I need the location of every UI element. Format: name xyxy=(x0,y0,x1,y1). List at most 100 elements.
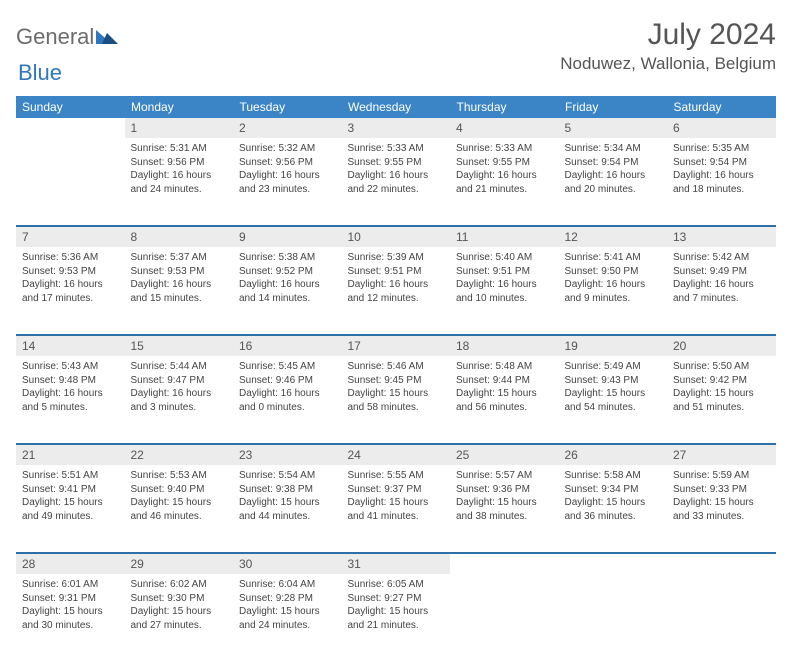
weekday-header: Thursday xyxy=(450,96,559,118)
day-number-cell: 3 xyxy=(342,118,451,138)
sunset-text: Sunset: 9:47 PM xyxy=(131,374,228,388)
sunrise-text: Sunrise: 5:48 AM xyxy=(456,360,553,374)
day-content-cell: Sunrise: 5:37 AMSunset: 9:53 PMDaylight:… xyxy=(125,247,234,335)
day-number-cell xyxy=(450,553,559,574)
day-number-cell xyxy=(667,553,776,574)
sunset-text: Sunset: 9:54 PM xyxy=(565,156,662,170)
day-number-cell: 18 xyxy=(450,335,559,356)
daylight-text: Daylight: 15 hours and 56 minutes. xyxy=(456,387,553,414)
sunset-text: Sunset: 9:41 PM xyxy=(22,483,119,497)
day-number-row: 14151617181920 xyxy=(16,335,776,356)
sunrise-text: Sunrise: 5:38 AM xyxy=(239,251,336,265)
sunrise-text: Sunrise: 5:43 AM xyxy=(22,360,119,374)
sunrise-text: Sunrise: 5:39 AM xyxy=(348,251,445,265)
sunrise-text: Sunrise: 5:33 AM xyxy=(456,142,553,156)
day-number-cell xyxy=(559,553,668,574)
sunrise-text: Sunrise: 5:31 AM xyxy=(131,142,228,156)
daylight-text: Daylight: 16 hours and 18 minutes. xyxy=(673,169,770,196)
day-content-cell: Sunrise: 5:33 AMSunset: 9:55 PMDaylight:… xyxy=(342,138,451,226)
day-content-cell: Sunrise: 5:39 AMSunset: 9:51 PMDaylight:… xyxy=(342,247,451,335)
daylight-text: Daylight: 16 hours and 5 minutes. xyxy=(22,387,119,414)
sunrise-text: Sunrise: 5:32 AM xyxy=(239,142,336,156)
sunset-text: Sunset: 9:31 PM xyxy=(22,592,119,606)
sunrise-text: Sunrise: 5:57 AM xyxy=(456,469,553,483)
sunset-text: Sunset: 9:30 PM xyxy=(131,592,228,606)
sunset-text: Sunset: 9:56 PM xyxy=(239,156,336,170)
sunrise-text: Sunrise: 5:55 AM xyxy=(348,469,445,483)
day-number-cell: 13 xyxy=(667,226,776,247)
day-number-cell: 1 xyxy=(125,118,234,138)
sunset-text: Sunset: 9:54 PM xyxy=(673,156,770,170)
daylight-text: Daylight: 15 hours and 58 minutes. xyxy=(348,387,445,414)
weekday-header: Friday xyxy=(559,96,668,118)
location-subtitle: Noduwez, Wallonia, Belgium xyxy=(560,54,776,74)
sunset-text: Sunset: 9:42 PM xyxy=(673,374,770,388)
day-number-cell: 9 xyxy=(233,226,342,247)
sunset-text: Sunset: 9:44 PM xyxy=(456,374,553,388)
day-number-cell: 12 xyxy=(559,226,668,247)
calendar-table: Sunday Monday Tuesday Wednesday Thursday… xyxy=(16,96,776,662)
sunrise-text: Sunrise: 5:50 AM xyxy=(673,360,770,374)
daylight-text: Daylight: 15 hours and 30 minutes. xyxy=(22,605,119,632)
sunrise-text: Sunrise: 6:05 AM xyxy=(348,578,445,592)
brand-logo: General xyxy=(16,24,120,50)
sunset-text: Sunset: 9:53 PM xyxy=(131,265,228,279)
day-content-cell: Sunrise: 5:41 AMSunset: 9:50 PMDaylight:… xyxy=(559,247,668,335)
daylight-text: Daylight: 15 hours and 33 minutes. xyxy=(673,496,770,523)
day-number-cell: 29 xyxy=(125,553,234,574)
sunset-text: Sunset: 9:53 PM xyxy=(22,265,119,279)
day-content-row: Sunrise: 5:51 AMSunset: 9:41 PMDaylight:… xyxy=(16,465,776,553)
day-number-cell: 31 xyxy=(342,553,451,574)
day-content-cell: Sunrise: 6:02 AMSunset: 9:30 PMDaylight:… xyxy=(125,574,234,662)
day-number-cell: 7 xyxy=(16,226,125,247)
brand-part1: General xyxy=(16,24,94,50)
day-content-cell: Sunrise: 5:46 AMSunset: 9:45 PMDaylight:… xyxy=(342,356,451,444)
day-number-cell: 23 xyxy=(233,444,342,465)
day-content-cell: Sunrise: 5:50 AMSunset: 9:42 PMDaylight:… xyxy=(667,356,776,444)
daylight-text: Daylight: 16 hours and 15 minutes. xyxy=(131,278,228,305)
day-number-row: 28293031 xyxy=(16,553,776,574)
sunset-text: Sunset: 9:51 PM xyxy=(348,265,445,279)
day-content-cell: Sunrise: 5:48 AMSunset: 9:44 PMDaylight:… xyxy=(450,356,559,444)
day-number-cell: 10 xyxy=(342,226,451,247)
sunset-text: Sunset: 9:50 PM xyxy=(565,265,662,279)
day-number-cell: 21 xyxy=(16,444,125,465)
daylight-text: Daylight: 15 hours and 46 minutes. xyxy=(131,496,228,523)
day-number-cell: 8 xyxy=(125,226,234,247)
sunset-text: Sunset: 9:33 PM xyxy=(673,483,770,497)
sunset-text: Sunset: 9:55 PM xyxy=(456,156,553,170)
day-number-cell: 11 xyxy=(450,226,559,247)
daylight-text: Daylight: 16 hours and 3 minutes. xyxy=(131,387,228,414)
day-content-cell: Sunrise: 5:32 AMSunset: 9:56 PMDaylight:… xyxy=(233,138,342,226)
daylight-text: Daylight: 15 hours and 21 minutes. xyxy=(348,605,445,632)
sunrise-text: Sunrise: 5:37 AM xyxy=(131,251,228,265)
day-number-cell: 22 xyxy=(125,444,234,465)
daylight-text: Daylight: 16 hours and 24 minutes. xyxy=(131,169,228,196)
sunrise-text: Sunrise: 5:33 AM xyxy=(348,142,445,156)
day-number-row: 123456 xyxy=(16,118,776,138)
day-content-cell: Sunrise: 5:53 AMSunset: 9:40 PMDaylight:… xyxy=(125,465,234,553)
sunrise-text: Sunrise: 5:36 AM xyxy=(22,251,119,265)
day-content-cell: Sunrise: 5:33 AMSunset: 9:55 PMDaylight:… xyxy=(450,138,559,226)
sunset-text: Sunset: 9:48 PM xyxy=(22,374,119,388)
day-content-row: Sunrise: 6:01 AMSunset: 9:31 PMDaylight:… xyxy=(16,574,776,662)
day-content-cell: Sunrise: 6:05 AMSunset: 9:27 PMDaylight:… xyxy=(342,574,451,662)
month-title: July 2024 xyxy=(560,18,776,52)
day-number-cell: 4 xyxy=(450,118,559,138)
daylight-text: Daylight: 16 hours and 21 minutes. xyxy=(456,169,553,196)
day-content-cell: Sunrise: 5:59 AMSunset: 9:33 PMDaylight:… xyxy=(667,465,776,553)
sunrise-text: Sunrise: 6:01 AM xyxy=(22,578,119,592)
daylight-text: Daylight: 15 hours and 44 minutes. xyxy=(239,496,336,523)
sunrise-text: Sunrise: 5:42 AM xyxy=(673,251,770,265)
sunset-text: Sunset: 9:43 PM xyxy=(565,374,662,388)
sunrise-text: Sunrise: 5:35 AM xyxy=(673,142,770,156)
day-number-cell: 20 xyxy=(667,335,776,356)
sunset-text: Sunset: 9:52 PM xyxy=(239,265,336,279)
day-number-cell: 27 xyxy=(667,444,776,465)
day-number-cell xyxy=(16,118,125,138)
sunrise-text: Sunrise: 5:49 AM xyxy=(565,360,662,374)
brand-part2: Blue xyxy=(18,60,62,85)
sunset-text: Sunset: 9:55 PM xyxy=(348,156,445,170)
day-content-cell xyxy=(667,574,776,662)
day-number-cell: 15 xyxy=(125,335,234,356)
